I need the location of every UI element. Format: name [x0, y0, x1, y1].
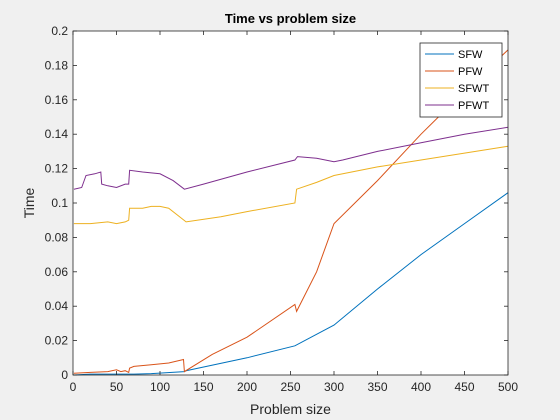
series-line-pfwt [73, 126, 509, 190]
legend-label-pfwt: PFWT [458, 100, 489, 112]
x-tick-label: 0 [70, 380, 77, 394]
legend-label-pfw: PFW [458, 66, 483, 78]
plot-frame [72, 30, 509, 376]
legend-label-sfwt: SFWT [458, 83, 489, 95]
y-tick-label: 0.08 [45, 230, 69, 244]
x-tick-label: 100 [150, 380, 170, 394]
x-tick-label: 400 [411, 380, 431, 394]
x-tick-label: 150 [193, 380, 213, 394]
series-line-sfwt [73, 145, 509, 225]
series-line-pfw [73, 49, 509, 374]
y-tick-label: 0.14 [45, 127, 69, 141]
ticks-layer: 0 50 100 150 200 250 300 350 400 450 500 0 0.02 0.04 0… [45, 24, 519, 394]
y-tick-label: 0.02 [45, 334, 69, 348]
legend-label-sfw: SFW [458, 49, 483, 61]
series-line-sfw [73, 192, 509, 376]
x-tick-label: 450 [454, 380, 474, 394]
x-axis-label: Problem size [250, 401, 331, 417]
y-tick-label: 0.04 [45, 299, 69, 313]
y-tick-label: 0.06 [45, 265, 69, 279]
y-tick-label: 0.16 [45, 93, 69, 107]
x-tick-label: 200 [237, 380, 257, 394]
x-tick-label: 250 [280, 380, 300, 394]
y-tick-label: 0.1 [51, 196, 68, 210]
y-tick-label: 0.12 [45, 162, 69, 176]
x-tick-label: 350 [367, 380, 387, 394]
x-tick-label: 300 [324, 380, 344, 394]
y-tick-label: 0 [61, 368, 68, 382]
y-axis-label: Time [21, 187, 37, 218]
x-tick-label: 500 [498, 380, 518, 394]
series-layer [73, 49, 509, 376]
y-tick-label: 0.18 [45, 58, 69, 72]
chart-title: Time vs problem size [225, 11, 356, 26]
y-tick-label: 0.2 [51, 24, 68, 38]
x-tick-label: 50 [110, 380, 124, 394]
legend: SFW PFW SFWT PFWT [419, 42, 503, 118]
